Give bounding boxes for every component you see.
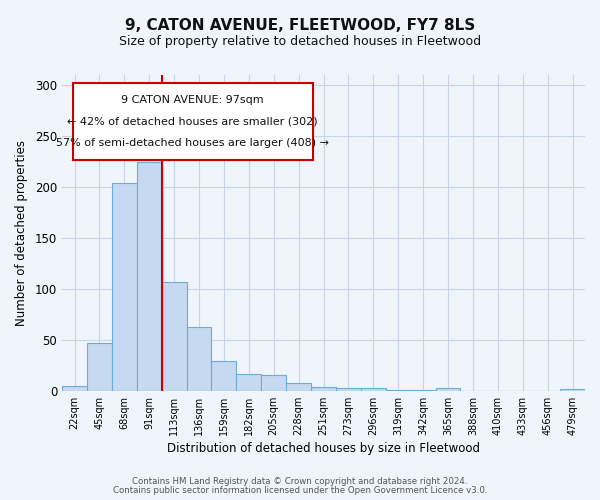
Bar [161, 282, 187, 391]
Y-axis label: Number of detached properties: Number of detached properties [15, 140, 28, 326]
Text: 9 CATON AVENUE: 97sqm: 9 CATON AVENUE: 97sqm [121, 95, 264, 105]
Bar [62, 386, 87, 391]
Bar [112, 183, 137, 391]
Bar [236, 374, 261, 391]
Bar [311, 386, 336, 391]
Text: Contains HM Land Registry data © Crown copyright and database right 2024.: Contains HM Land Registry data © Crown c… [132, 477, 468, 486]
Bar [137, 162, 161, 391]
Bar [560, 389, 585, 391]
X-axis label: Distribution of detached houses by size in Fleetwood: Distribution of detached houses by size … [167, 442, 480, 455]
Bar [361, 388, 386, 391]
Bar [410, 390, 436, 391]
Text: 9, CATON AVENUE, FLEETWOOD, FY7 8LS: 9, CATON AVENUE, FLEETWOOD, FY7 8LS [125, 18, 475, 32]
Text: 57% of semi-detached houses are larger (408) →: 57% of semi-detached houses are larger (… [56, 138, 329, 148]
Bar [211, 362, 236, 391]
Text: ← 42% of detached houses are smaller (302): ← 42% of detached houses are smaller (30… [67, 116, 318, 126]
Bar [386, 390, 410, 391]
Bar [436, 388, 460, 391]
Text: Size of property relative to detached houses in Fleetwood: Size of property relative to detached ho… [119, 35, 481, 48]
Bar [261, 374, 286, 391]
Bar [336, 388, 361, 391]
Bar [187, 326, 211, 391]
Bar [87, 343, 112, 391]
Text: Contains public sector information licensed under the Open Government Licence v3: Contains public sector information licen… [113, 486, 487, 495]
Bar [286, 382, 311, 391]
